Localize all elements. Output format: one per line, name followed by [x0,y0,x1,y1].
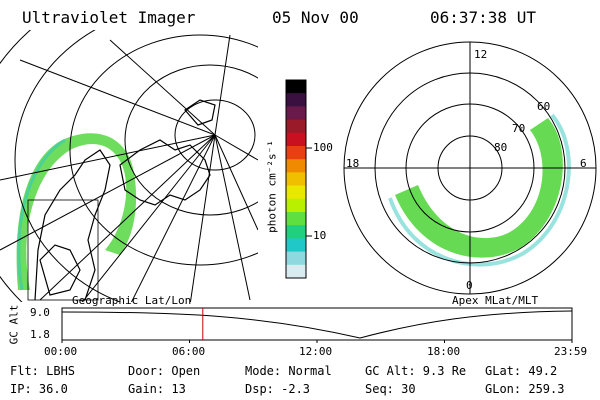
colorbar-segment [286,225,306,239]
info-ip: IP: 36.0 [10,382,68,396]
mlt-label-12: 12 [474,48,488,61]
left-panel-label: Geographic Lat/Lon [72,294,192,307]
polar-plot [343,41,597,295]
colorbar [285,79,312,279]
lat-label-70: 70 [512,122,526,135]
timeline-ytick-1: 1.8 [30,328,50,341]
info-door: Door: Open [128,364,201,378]
info-flt: Flt: LBHS [10,364,76,378]
info-dsp: Dsp: -2.3 [245,382,311,396]
geographic-map [0,30,258,302]
colorbar-segment [286,93,306,107]
timeline-xtick-0: 00:00 [44,345,78,358]
instrument-title: Ultraviolet Imager [22,8,196,27]
timeline-xtick-3: 18:00 [427,345,461,358]
right-panel-label: Apex MLat/MLT [452,294,539,307]
timeline-xtick-4: 23:59 [554,345,588,358]
info-gcalt: GC Alt: 9.3 Re [365,364,467,378]
timeline-axis-label: GC Alt [7,304,21,345]
colorbar-segment [286,80,306,94]
colorbar-segment [286,212,306,226]
altitude-curve [61,310,573,339]
info-glon: GLon: 259.3 [485,382,565,396]
timeline-xtick-2: 12:00 [299,345,333,358]
colorbar-unit: photon cm⁻²s⁻¹ [265,140,279,233]
mlt-label-6: 6 [580,157,587,170]
header-date: 05 Nov 00 [272,8,359,27]
colorbar-segment [286,238,306,253]
altitude-timeline [61,307,573,343]
colorbar-tick-10: 10 [313,229,327,242]
colorbar-segment [286,198,306,213]
aurora-halo-geo [17,138,66,291]
aurora-oval-geo [16,133,137,290]
colorbar-tick-100: 100 [313,141,333,154]
colorbar-segment [286,119,306,134]
timeline-ytick-9: 9.0 [30,306,50,319]
mlt-label-0: 0 [466,279,473,292]
lat-label-60: 60 [537,100,551,113]
header-time: 06:37:38 UT [430,8,536,27]
info-glat: GLat: 49.2 [485,364,558,378]
colorbar-segment [286,132,306,147]
colorbar-segment [286,185,306,200]
colorbar-segment [286,172,306,187]
lat-label-80: 80 [494,141,508,154]
mlt-label-18: 18 [346,157,360,170]
colorbar-segment [286,264,306,279]
colorbar-segment [286,106,306,121]
aurora-halo-polar [388,113,571,267]
colorbar-segment [286,159,306,173]
info-seq: Seq: 30 [365,382,416,396]
colorbar-segment [286,251,306,266]
colorbar-segment [286,146,306,160]
timeline-xtick-1: 06:00 [172,345,206,358]
info-gain: Gain: 13 [128,382,186,396]
info-mode: Mode: Normal [245,364,332,378]
